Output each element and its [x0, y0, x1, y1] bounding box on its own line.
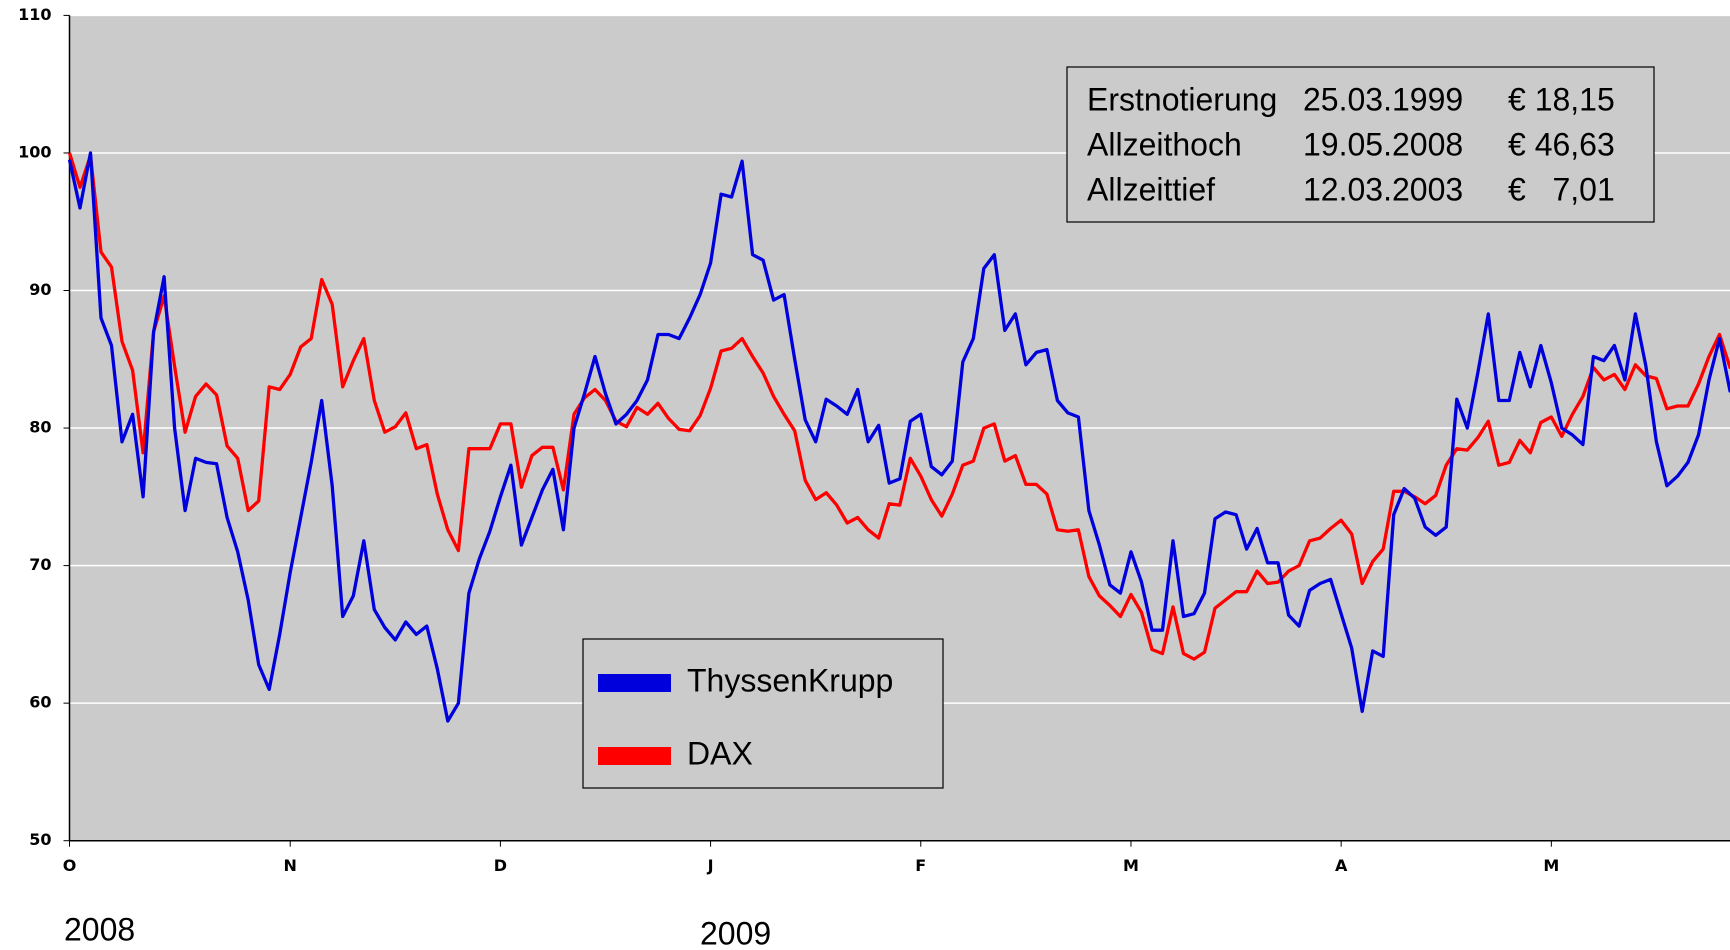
x-tick-label: O: [63, 856, 77, 875]
info-text: Allzeithoch: [1087, 126, 1242, 162]
info-text: € 18,15: [1508, 81, 1615, 117]
info-text: 12.03.2003: [1303, 171, 1463, 207]
legend-swatch: [598, 674, 671, 692]
y-tick-label: 100: [18, 142, 51, 161]
y-tick-label: 80: [29, 418, 51, 437]
x-tick-label: J: [707, 856, 714, 875]
info-text: € 7,01: [1508, 171, 1615, 207]
legend-box: [582, 638, 944, 789]
y-tick-label: 60: [29, 693, 51, 712]
year-label: 2009: [700, 915, 771, 950]
info-text: € 46,63: [1508, 126, 1615, 162]
info-text: 19.05.2008: [1303, 126, 1463, 162]
info-text: 25.03.1999: [1303, 81, 1463, 117]
legend-label: ThyssenKrupp: [687, 662, 893, 698]
y-tick-label: 110: [18, 5, 51, 24]
series-line: [67, 151, 1730, 723]
info-box: [1066, 66, 1655, 223]
info-text: Erstnotierung: [1087, 81, 1277, 117]
legend-swatch: [598, 747, 671, 765]
x-tick-label: M: [1543, 856, 1559, 875]
x-tick-label: D: [494, 856, 507, 875]
y-tick-label: 70: [29, 555, 51, 574]
x-tick-label: F: [915, 856, 926, 875]
y-tick-label: 50: [29, 830, 51, 849]
series-line: [67, 152, 1730, 661]
x-tick-label: M: [1123, 856, 1139, 875]
x-tick-label: N: [284, 856, 297, 875]
legend-label: DAX: [687, 735, 753, 771]
year-label: 2008: [64, 911, 135, 947]
info-text: Allzeittief: [1087, 171, 1215, 207]
y-tick-label: 90: [29, 280, 51, 299]
x-tick-label: A: [1335, 856, 1348, 875]
